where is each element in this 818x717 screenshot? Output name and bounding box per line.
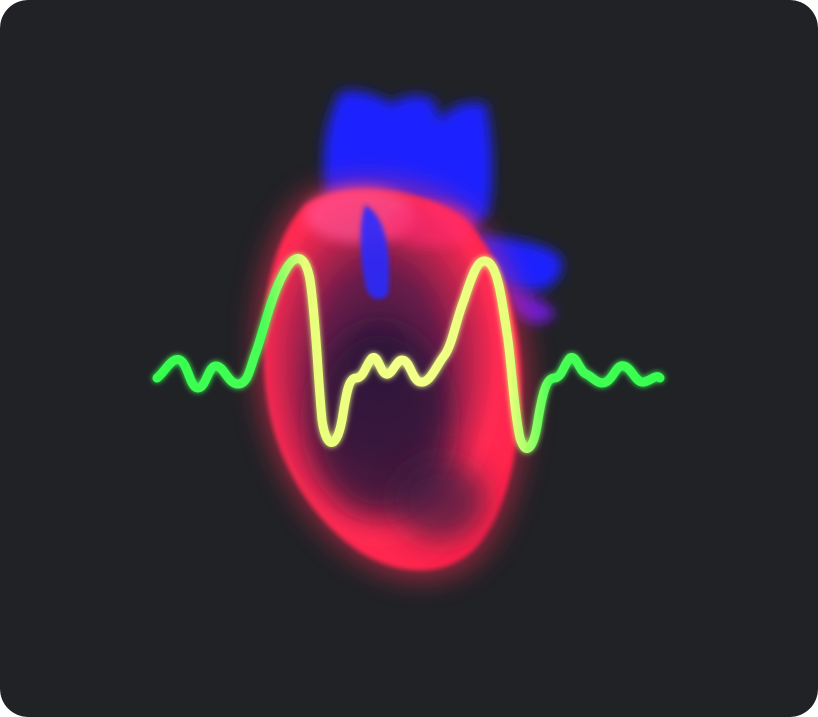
heart-graphic	[256, 182, 529, 580]
ecg-waveform	[152, 254, 665, 453]
